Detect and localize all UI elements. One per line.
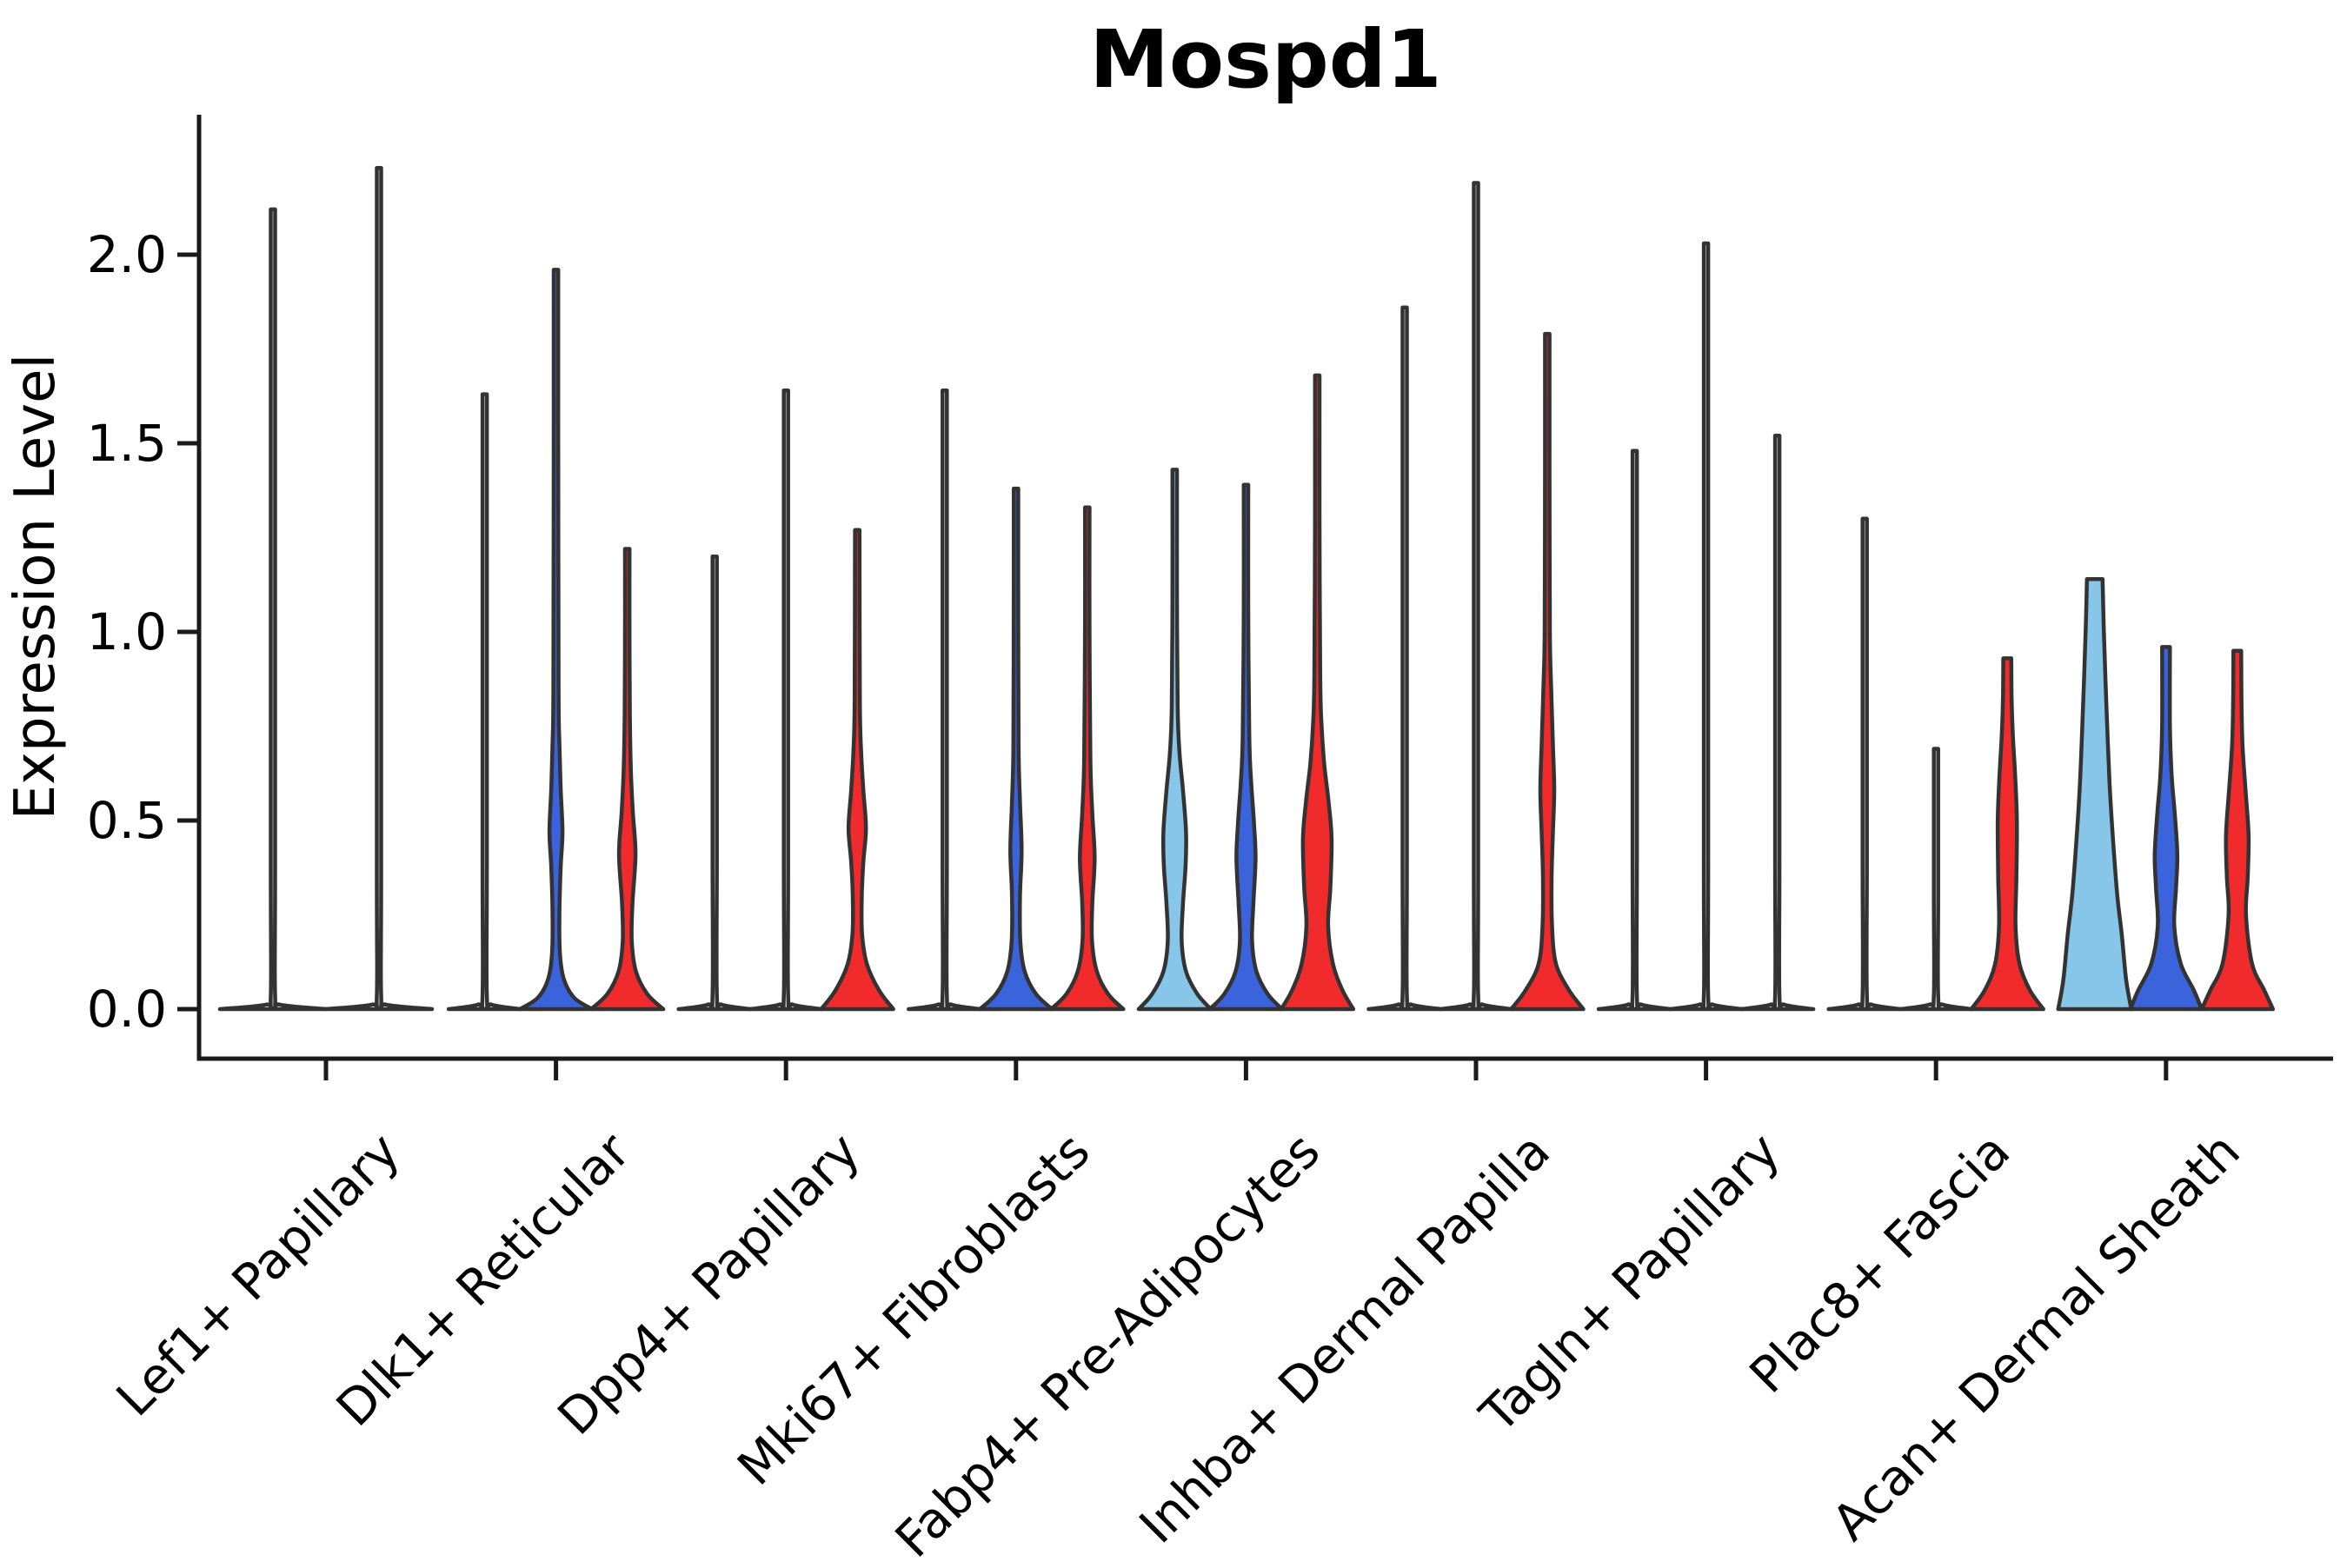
violin-mki67-fibroblasts-3 [1049,505,1126,1012]
violin-acan-dermal-sheath-1 [2056,576,2134,1012]
violin-group-mki67-fibroblasts [907,388,1126,1012]
violin-tagln-papillary-1 [1596,448,1673,1012]
violin-inhba-dermal-papilla-3 [1509,331,1586,1012]
y-tick-label: 2.0 [87,225,167,284]
violin-group-acan-dermal-sheath [2056,576,2276,1012]
violin-group-tagln-papillary [1596,241,1816,1012]
violin-group-plac8-fascia [1826,516,2045,1012]
violin-dpp4-papillary-2 [748,388,824,1012]
y-tick-label: 1.5 [87,414,167,473]
violin-plac8-fascia-3 [1969,656,2045,1012]
x-tick-label-acan-dermal-sheath: Acan+ Dermal Sheath [1822,1122,2251,1551]
violin-fabp4-pre-adipocytes-1 [1136,468,1213,1012]
violin-plac8-fascia-2 [1898,747,1974,1012]
violin-lef1-papillary-1 [217,207,329,1012]
y-tick-label: 0.0 [87,980,167,1039]
y-axis-label: Expression Level [3,354,68,821]
violin-group-inhba-dermal-papilla [1366,181,1586,1012]
violin-dlk1-reticular-2 [517,268,595,1012]
x-tick-label-inhba-dermal-papilla: Inhba+ Dermal Papilla [1129,1122,1561,1554]
violin-fabp4-pre-adipocytes-3 [1279,373,1356,1012]
violin-group-fabp4-pre-adipocytes [1136,373,1356,1012]
chart-title: Mospd1 [1089,13,1441,106]
violin-acan-dermal-sheath-3 [2199,648,2276,1012]
violin-fabp4-pre-adipocytes-2 [1207,482,1285,1012]
violin-mki67-fibroblasts-1 [907,388,983,1012]
x-tick-label-fabp4-pre-adipocytes: Fabp4+ Pre-Adipocytes [885,1122,1331,1565]
violin-mki67-fibroblasts-2 [978,486,1054,1012]
violin-group-dpp4-papillary [676,388,895,1012]
violin-dlk1-reticular-1 [446,392,523,1012]
violin-dlk1-reticular-3 [588,547,666,1012]
y-tick-label: 1.0 [87,602,167,661]
violin-plac8-fascia-1 [1826,516,1903,1012]
violin-tagln-papillary-3 [1739,434,1816,1012]
violin-acan-dermal-sheath-2 [2128,645,2204,1012]
violin-dpp4-papillary-3 [819,528,895,1012]
violin-dpp4-papillary-1 [676,554,753,1012]
y-tick-label: 0.5 [87,791,167,850]
violin-group-dlk1-reticular [446,268,666,1012]
violin-group-lef1-papillary [217,165,435,1012]
violin-inhba-dermal-papilla-2 [1438,181,1514,1012]
violin-tagln-papillary-2 [1667,241,1745,1012]
violin-inhba-dermal-papilla-1 [1366,305,1443,1012]
violin-lef1-papillary-2 [323,165,435,1012]
violins-layer [217,165,2276,1012]
